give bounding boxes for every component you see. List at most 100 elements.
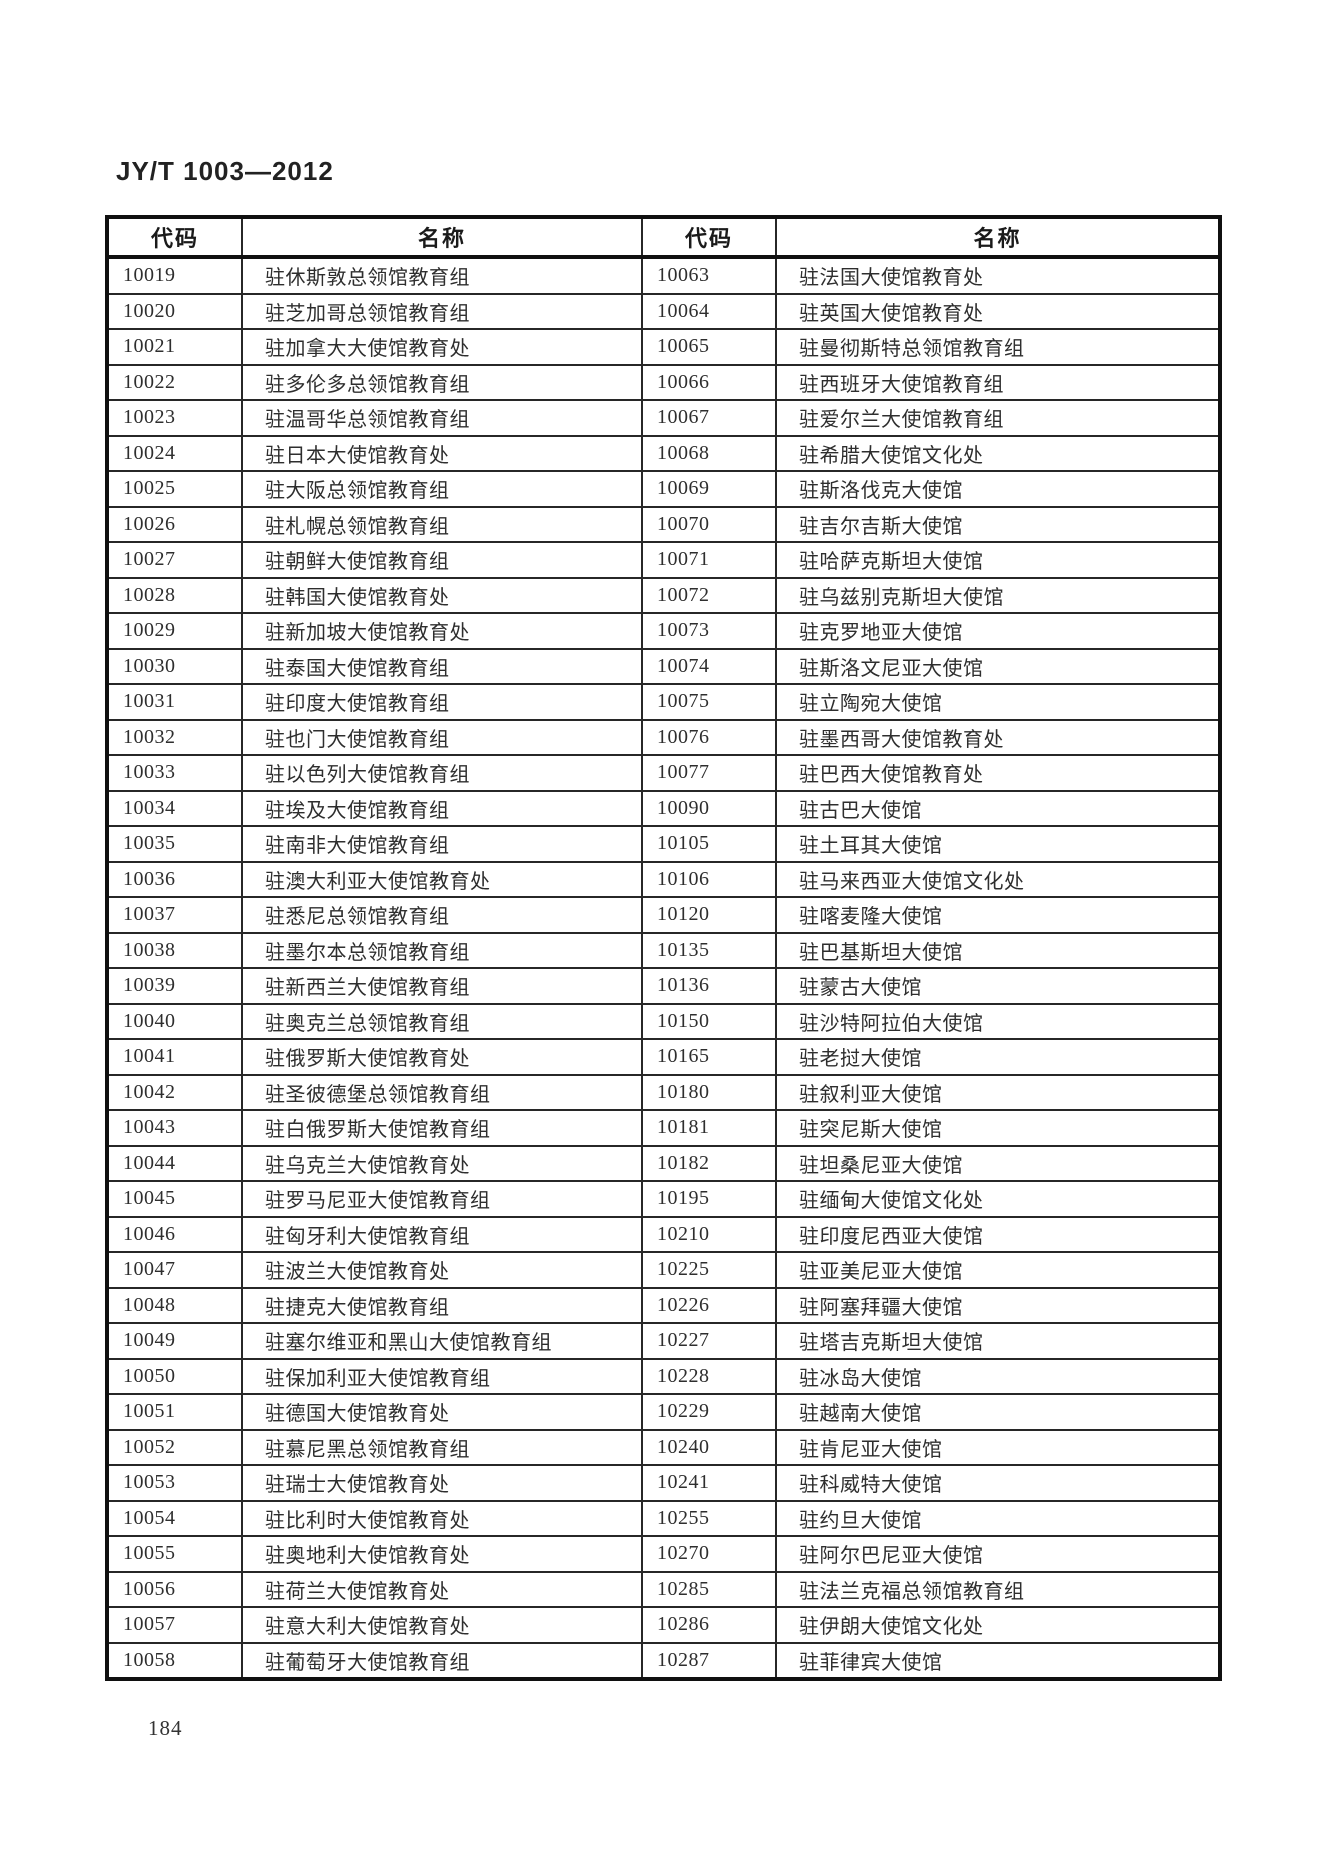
- standard-code: JY/T 1003—2012: [116, 156, 334, 186]
- code-cell: 10120: [641, 896, 777, 934]
- code-cell: 10074: [641, 647, 777, 685]
- table-row: 10026 驻札幌总领馆教育组 10070 驻吉尔吉斯大使馆: [106, 505, 1221, 543]
- table-row: 10032 驻也门大使馆教育组 10076 驻墨西哥大使馆教育处: [106, 718, 1221, 756]
- code-cell: 10057: [106, 1606, 243, 1644]
- name-cell: 驻乌克兰大使馆教育处: [241, 1144, 643, 1182]
- code-cell: 10055: [106, 1535, 243, 1573]
- code-cell: 10069: [641, 470, 777, 508]
- name-cell: 驻荷兰大使馆教育处: [241, 1570, 643, 1608]
- table-row: 10034 驻埃及大使馆教育组 10090 驻古巴大使馆: [106, 789, 1221, 827]
- name-cell: 驻以色列大使馆教育组: [241, 754, 643, 792]
- code-cell: 10023: [106, 399, 243, 437]
- name-cell: 驻立陶宛大使馆: [775, 683, 1221, 721]
- name-cell: 驻斯洛文尼亚大使馆: [775, 647, 1221, 685]
- code-cell: 10039: [106, 967, 243, 1005]
- table-row: 10058 驻葡萄牙大使馆教育组 10287 驻菲律宾大使馆: [106, 1641, 1221, 1680]
- name-cell: 驻阿尔巴尼亚大使馆: [775, 1535, 1221, 1573]
- name-cell: 驻希腊大使馆文化处: [775, 434, 1221, 472]
- name-cell: 驻朝鲜大使馆教育组: [241, 541, 643, 579]
- table-row: 10028 驻韩国大使馆教育处 10072 驻乌兹别克斯坦大使馆: [106, 576, 1221, 614]
- table-row: 10047 驻波兰大使馆教育处 10225 驻亚美尼亚大使馆: [106, 1251, 1221, 1289]
- name-cell: 驻西班牙大使馆教育组: [775, 363, 1221, 401]
- name-cell: 驻乌兹别克斯坦大使馆: [775, 576, 1221, 614]
- name-cell: 驻悉尼总领馆教育组: [241, 896, 643, 934]
- table-row: 10041 驻俄罗斯大使馆教育处 10165 驻老挝大使馆: [106, 1038, 1221, 1076]
- name-cell: 驻南非大使馆教育组: [241, 825, 643, 863]
- name-cell: 驻慕尼黑总领馆教育组: [241, 1428, 643, 1466]
- name-cell: 驻也门大使馆教育组: [241, 718, 643, 756]
- name-cell: 驻沙特阿拉伯大使馆: [775, 1002, 1221, 1040]
- name-cell: 驻巴西大使馆教育处: [775, 754, 1221, 792]
- table-row: 10031 驻印度大使馆教育组 10075 驻立陶宛大使馆: [106, 683, 1221, 721]
- name-cell: 驻土耳其大使馆: [775, 825, 1221, 863]
- code-cell: 10053: [106, 1464, 243, 1502]
- name-cell: 驻伊朗大使馆文化处: [775, 1606, 1221, 1644]
- column-header-name-left: 名称: [241, 217, 643, 259]
- code-cell: 10106: [641, 860, 777, 898]
- code-cell: 10286: [641, 1606, 777, 1644]
- name-cell: 驻圣彼德堡总领馆教育组: [241, 1073, 643, 1111]
- code-cell: 10075: [641, 683, 777, 721]
- name-cell: 驻多伦多总领馆教育组: [241, 363, 643, 401]
- name-cell: 驻大阪总领馆教育组: [241, 470, 643, 508]
- name-cell: 驻葡萄牙大使馆教育组: [241, 1641, 643, 1680]
- name-cell: 驻科威特大使馆: [775, 1464, 1221, 1502]
- code-cell: 10020: [106, 292, 243, 330]
- code-cell: 10024: [106, 434, 243, 472]
- table-row: 10030 驻泰国大使馆教育组 10074 驻斯洛文尼亚大使馆: [106, 647, 1221, 685]
- code-cell: 10076: [641, 718, 777, 756]
- name-cell: 驻韩国大使馆教育处: [241, 576, 643, 614]
- name-cell: 驻突尼斯大使馆: [775, 1109, 1221, 1147]
- code-cell: 10042: [106, 1073, 243, 1111]
- table-row: 10033 驻以色列大使馆教育组 10077 驻巴西大使馆教育处: [106, 754, 1221, 792]
- code-cell: 10058: [106, 1641, 243, 1680]
- code-cell: 10026: [106, 505, 243, 543]
- name-cell: 驻蒙古大使馆: [775, 967, 1221, 1005]
- table-row: 10036 驻澳大利亚大使馆教育处 10106 驻马来西亚大使馆文化处: [106, 860, 1221, 898]
- code-cell: 10067: [641, 399, 777, 437]
- code-cell: 10031: [106, 683, 243, 721]
- page-number: 184: [148, 1716, 183, 1740]
- code-cell: 10135: [641, 931, 777, 969]
- table-row: 10027 驻朝鲜大使馆教育组 10071 驻哈萨克斯坦大使馆: [106, 541, 1221, 579]
- name-cell: 驻越南大使馆: [775, 1393, 1221, 1431]
- code-cell: 10038: [106, 931, 243, 969]
- code-cell: 10049: [106, 1322, 243, 1360]
- name-cell: 驻澳大利亚大使馆教育处: [241, 860, 643, 898]
- table-row: 10051 驻德国大使馆教育处 10229 驻越南大使馆: [106, 1393, 1221, 1431]
- table-row: 10045 驻罗马尼亚大使馆教育组 10195 驻缅甸大使馆文化处: [106, 1180, 1221, 1218]
- name-cell: 驻约旦大使馆: [775, 1499, 1221, 1537]
- code-table: 代码 名称 代码 名称 10019 驻休斯敦总领馆教育组 10063 驻法国大使馆教育…: [105, 215, 1222, 1681]
- code-cell: 10240: [641, 1428, 777, 1466]
- table-row: 10044 驻乌克兰大使馆教育处 10182 驻坦桑尼亚大使馆: [106, 1144, 1221, 1182]
- table-row: 10043 驻白俄罗斯大使馆教育组 10181 驻突尼斯大使馆: [106, 1109, 1221, 1147]
- code-cell: 10046: [106, 1215, 243, 1253]
- code-cell: 10027: [106, 541, 243, 579]
- code-cell: 10028: [106, 576, 243, 614]
- code-cell: 10045: [106, 1180, 243, 1218]
- code-cell: 10029: [106, 612, 243, 650]
- name-cell: 驻瑞士大使馆教育处: [241, 1464, 643, 1502]
- name-cell: 驻新加坡大使馆教育处: [241, 612, 643, 650]
- table-row: 10021 驻加拿大大使馆教育处 10065 驻曼彻斯特总领馆教育组: [106, 328, 1221, 366]
- table-row: 10023 驻温哥华总领馆教育组 10067 驻爱尔兰大使馆教育组: [106, 399, 1221, 437]
- code-cell: 10054: [106, 1499, 243, 1537]
- table-row: 10020 驻芝加哥总领馆教育组 10064 驻英国大使馆教育处: [106, 292, 1221, 330]
- code-cell: 10035: [106, 825, 243, 863]
- table-row: 10054 驻比利时大使馆教育处 10255 驻约旦大使馆: [106, 1499, 1221, 1537]
- header-row: 代码 名称 代码 名称: [106, 217, 1221, 259]
- name-cell: 驻缅甸大使馆文化处: [775, 1180, 1221, 1218]
- name-cell: 驻埃及大使馆教育组: [241, 789, 643, 827]
- code-cell: 10030: [106, 647, 243, 685]
- code-cell: 10019: [106, 256, 243, 295]
- table-row: 10048 驻捷克大使馆教育组 10226 驻阿塞拜疆大使馆: [106, 1286, 1221, 1324]
- name-cell: 驻喀麦隆大使馆: [775, 896, 1221, 934]
- code-cell: 10047: [106, 1251, 243, 1289]
- code-cell: 10032: [106, 718, 243, 756]
- name-cell: 驻墨尔本总领馆教育组: [241, 931, 643, 969]
- name-cell: 驻德国大使馆教育处: [241, 1393, 643, 1431]
- table-body: 10019 驻休斯敦总领馆教育组 10063 驻法国大使馆教育处 10020 驻芝加哥总领…: [106, 256, 1221, 1680]
- code-cell: 10255: [641, 1499, 777, 1537]
- code-cell: 10228: [641, 1357, 777, 1395]
- table-row: 10057 驻意大利大使馆教育处 10286 驻伊朗大使馆文化处: [106, 1606, 1221, 1644]
